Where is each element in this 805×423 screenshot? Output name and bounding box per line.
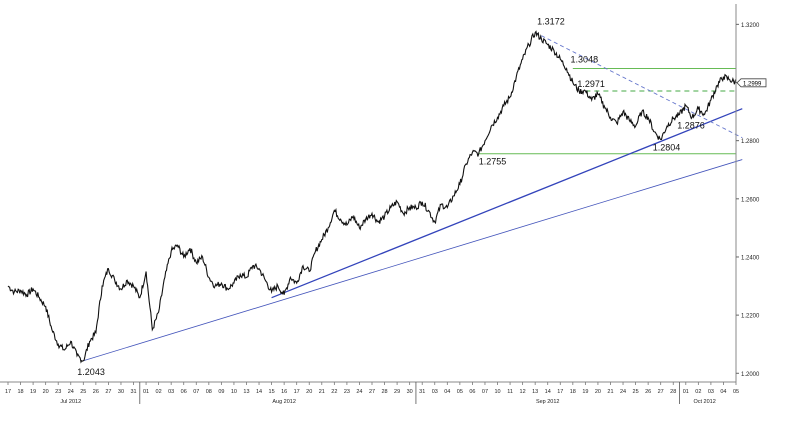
x-tick-label: 13 bbox=[532, 389, 538, 395]
x-tick-label: 05 bbox=[457, 389, 463, 395]
x-tick-label: 24 bbox=[620, 389, 626, 395]
y-tick-label: 1.2400 bbox=[741, 255, 760, 261]
x-tick-label: 06 bbox=[181, 389, 187, 395]
x-tick-label: 20 bbox=[43, 389, 49, 395]
x-tick-label: 10 bbox=[231, 389, 237, 395]
x-tick-label: 27 bbox=[658, 389, 664, 395]
x-tick-label: 07 bbox=[193, 389, 199, 395]
x-tick-label: 15 bbox=[269, 389, 275, 395]
current-price-marker bbox=[736, 78, 767, 88]
x-tick-label: 23 bbox=[55, 389, 61, 395]
x-tick-label: 28 bbox=[670, 389, 676, 395]
x-tick-label: 19 bbox=[582, 389, 588, 395]
x-tick-label: 01 bbox=[683, 389, 689, 395]
horizontal-levels bbox=[478, 68, 736, 155]
x-tick-label: 05 bbox=[733, 389, 739, 395]
y-tick-label: 1.2200 bbox=[741, 314, 760, 320]
price-line bbox=[7, 30, 737, 364]
x-tick-label: 18 bbox=[17, 389, 23, 395]
x-tick-label: 02 bbox=[156, 389, 162, 395]
x-tick-label: 03 bbox=[168, 389, 174, 395]
price-annotation: 1.2755 bbox=[479, 157, 507, 167]
x-tick-label: 24 bbox=[68, 389, 74, 395]
x-tick-label: 26 bbox=[93, 389, 99, 395]
price-annotations: 1.3172 1.3048 1.2971 1.2876 1.2804 1.2755 1.20… bbox=[77, 16, 704, 376]
x-tick-label: 04 bbox=[720, 389, 726, 395]
x-tick-label: 12 bbox=[520, 389, 526, 395]
x-tick-label: 01 bbox=[143, 389, 149, 395]
price-annotation: 1.2971 bbox=[577, 79, 605, 89]
trendlines bbox=[83, 32, 743, 362]
x-tick-label: 23 bbox=[344, 389, 350, 395]
x-tick-label: 03 bbox=[708, 389, 714, 395]
x-tick-label: 16 bbox=[281, 389, 287, 395]
price-series bbox=[7, 30, 737, 364]
x-tick-label: 04 bbox=[444, 389, 450, 395]
trendline bbox=[83, 159, 743, 362]
month-label: Jul 2012 bbox=[60, 399, 81, 405]
x-tick-label: 07 bbox=[482, 389, 488, 395]
x-axis: 17 18 19 20 23 24 25 26 27 30 31 01 02 03 06 07 08 09 10 13… bbox=[0, 381, 739, 405]
x-tick-label: 27 bbox=[105, 389, 111, 395]
x-tick-label: 19 bbox=[30, 389, 36, 395]
x-tick-label: 03 bbox=[432, 389, 438, 395]
x-tick-label: 21 bbox=[607, 389, 613, 395]
x-tick-label: 06 bbox=[469, 389, 475, 395]
x-tick-label: 27 bbox=[369, 389, 375, 395]
x-tick-label: 13 bbox=[243, 389, 249, 395]
x-tick-label: 20 bbox=[306, 389, 312, 395]
x-tick-label: 17 bbox=[5, 389, 11, 395]
x-tick-label: 17 bbox=[557, 389, 563, 395]
current-price-label: 1.2999 bbox=[743, 81, 762, 87]
x-tick-label: 29 bbox=[394, 389, 400, 395]
x-tick-label: 08 bbox=[206, 389, 212, 395]
x-tick-label: 28 bbox=[381, 389, 387, 395]
x-tick-label: 09 bbox=[218, 389, 224, 395]
price-annotation: 1.3048 bbox=[571, 55, 599, 65]
x-tick-label: 11 bbox=[507, 389, 513, 395]
price-annotation: 1.3172 bbox=[537, 16, 565, 26]
x-tick-label: 30 bbox=[118, 389, 124, 395]
x-tick-label: 25 bbox=[633, 389, 639, 395]
x-tick-label: 24 bbox=[356, 389, 362, 395]
x-tick-label: 18 bbox=[570, 389, 576, 395]
trendline bbox=[534, 32, 743, 139]
x-tick-label: 21 bbox=[319, 389, 325, 395]
y-tick-label: 1.3200 bbox=[741, 23, 760, 29]
x-tick-label: 20 bbox=[595, 389, 601, 395]
x-tick-label: 31 bbox=[419, 389, 425, 395]
y-tick-label: 1.2600 bbox=[741, 197, 760, 203]
x-tick-label: 14 bbox=[256, 389, 262, 395]
trendline bbox=[271, 108, 743, 299]
y-tick-label: 1.2000 bbox=[741, 372, 760, 378]
price-annotation: 1.2804 bbox=[653, 142, 681, 152]
x-tick-label: 17 bbox=[294, 389, 300, 395]
x-tick-label: 31 bbox=[130, 389, 136, 395]
x-tick-label: 10 bbox=[494, 389, 500, 395]
x-tick-label: 02 bbox=[695, 389, 701, 395]
price-annotation: 1.2876 bbox=[677, 121, 705, 131]
y-tick-label: 1.2800 bbox=[741, 139, 760, 145]
x-tick-label: 26 bbox=[645, 389, 651, 395]
x-tick-label: 22 bbox=[331, 389, 337, 395]
month-label: Aug 2012 bbox=[272, 399, 296, 405]
x-tick-label: 30 bbox=[407, 389, 413, 395]
month-label: Oct 2012 bbox=[693, 399, 715, 405]
x-tick-label: 14 bbox=[545, 389, 551, 395]
price-annotation: 1.2043 bbox=[77, 367, 105, 377]
x-tick-label: 25 bbox=[80, 389, 86, 395]
y-axis: 1.20001.22001.24001.26001.28001.30001.32… bbox=[735, 4, 767, 382]
month-label: Sep 2012 bbox=[536, 399, 560, 405]
